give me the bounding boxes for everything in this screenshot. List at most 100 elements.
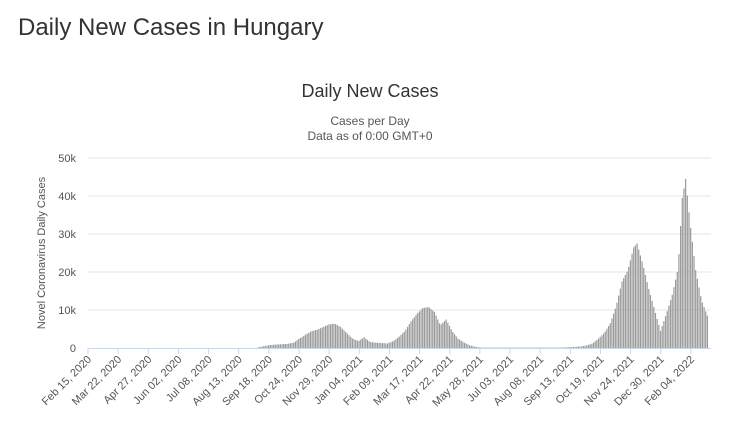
bar [566,347,568,348]
bar [289,343,292,348]
bar [676,272,678,348]
bar [304,334,307,348]
bar [346,333,348,348]
bar [569,347,571,348]
bar [269,344,271,348]
bar [341,328,343,348]
bar [430,309,432,348]
bar [390,342,392,348]
bar [457,338,459,348]
bar [318,329,320,348]
bar [376,342,379,348]
grid-lines [88,157,711,311]
bar [572,346,575,348]
bar [415,314,417,348]
bar [474,346,476,348]
bar [479,347,481,348]
bar [286,343,288,348]
bar [329,324,332,348]
bar [592,342,595,348]
bar [626,271,628,348]
bar [619,288,621,348]
bar [381,343,384,348]
bar [445,319,447,348]
bar [651,301,653,348]
bar [604,331,606,348]
bar [643,267,645,348]
bar [705,311,707,348]
bar [584,345,586,348]
bar [358,340,360,348]
bar [455,336,457,348]
bar [574,346,576,348]
bar [654,312,657,348]
bar [636,243,638,348]
bar [448,326,451,348]
bar [674,279,677,348]
bar [653,307,655,348]
bar [301,336,303,348]
bar [386,343,389,348]
bar [629,260,631,348]
y-tick-label: 0 [70,343,76,355]
bar [685,178,687,348]
y-tick-label: 10k [58,305,76,317]
bar [678,254,680,348]
bar [393,340,395,348]
bar [658,324,660,348]
bar [648,289,650,348]
bar [465,343,467,348]
bar [293,342,295,348]
bar [589,344,591,348]
bar [631,253,633,348]
bar [375,342,377,348]
bar [328,324,330,348]
y-tick-label: 40k [58,191,76,203]
bar [669,300,672,348]
bar [309,331,312,348]
bar [361,338,364,348]
bar [463,342,466,348]
bar [378,342,380,348]
bar [303,335,305,348]
bar [283,344,285,348]
bar [453,334,456,348]
bar [577,346,580,348]
bar [355,340,357,348]
bar [656,318,658,348]
bar [618,295,620,348]
bar [562,347,564,348]
y-tick-label: 20k [58,267,76,279]
bar [671,294,673,348]
bar [695,270,697,348]
bar [405,329,407,348]
bar [420,309,422,348]
bar [335,324,337,348]
bar [437,319,439,348]
bar [641,261,643,348]
bar [298,339,300,348]
bar [666,311,668,348]
bar [693,255,695,348]
bar [263,346,265,348]
bar [326,325,328,348]
bar [398,336,400,348]
bar [402,333,404,348]
bar [613,313,615,348]
bar [428,307,431,348]
bar [579,346,581,348]
bar [475,346,477,348]
bar [462,341,464,348]
bar [638,249,640,348]
bar [340,327,342,348]
bar [690,227,692,348]
bar [333,323,335,348]
bar [601,335,603,348]
bar [673,287,675,348]
bar [597,338,600,348]
bar [407,326,409,348]
bar [412,319,414,348]
bar [353,339,355,348]
bar-series [257,178,709,348]
